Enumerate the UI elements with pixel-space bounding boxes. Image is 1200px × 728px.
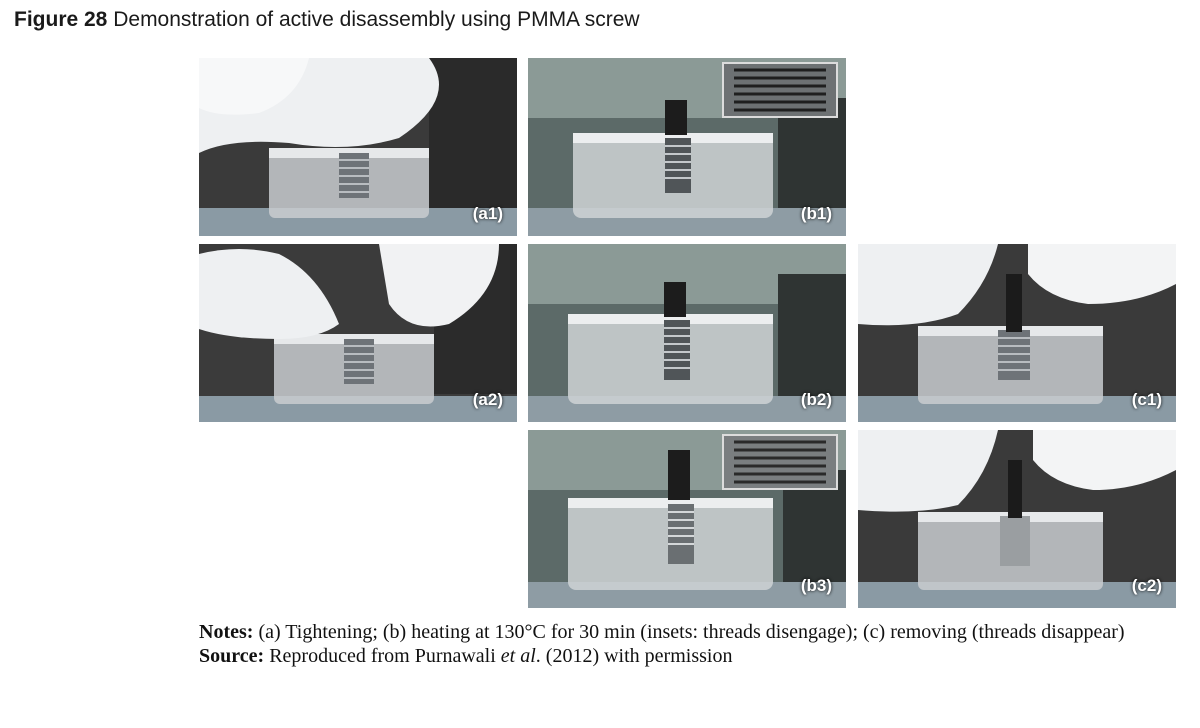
photo-panel-b3: (b3): [528, 430, 846, 608]
photo-c2-removing: [858, 430, 1176, 608]
panel-label-c1: (c1): [1131, 390, 1162, 409]
source-heading: Source:: [199, 645, 265, 667]
source-post: . (2012) with permission: [535, 645, 733, 667]
figure-notes: Notes: (a) Tightening; (b) heating at 13…: [199, 620, 1159, 668]
panel-label-a2: (a2): [472, 390, 503, 409]
figure-caption: Figure 28 Demonstration of active disass…: [14, 8, 640, 32]
photo-panel-c2: (c2): [858, 430, 1176, 608]
source-line: Source: Reproduced from Purnawali et al.…: [199, 644, 1159, 668]
source-etal: et al: [500, 645, 536, 667]
photo-a1-tighten: [199, 58, 517, 236]
photo-panel-a2: (a2): [199, 244, 517, 422]
panel-label-a1: (a1): [472, 204, 503, 223]
figure-label: Figure 28: [14, 8, 108, 31]
panel-label-b3: (b3): [800, 576, 832, 595]
photo-panel-c1: (c1): [858, 244, 1176, 422]
photo-panel-b1: (b1): [528, 58, 846, 236]
inset-b3-threads: [722, 434, 838, 490]
photo-b2-heating: [528, 244, 846, 422]
photo-a2-tighten: [199, 244, 517, 422]
photo-panel-b2: (b2): [528, 244, 846, 422]
figure-title: Demonstration of active disassembly usin…: [113, 8, 640, 31]
panel-label-b1: (b1): [800, 204, 832, 223]
photo-panel-a1: (a1): [199, 58, 517, 236]
photo-c1-removing: [858, 244, 1176, 422]
panel-label-c2: (c2): [1131, 576, 1162, 595]
notes-text: (a) Tightening; (b) heating at 130°C for…: [253, 621, 1125, 643]
panel-label-b2: (b2): [800, 390, 832, 409]
inset-b1-threads: [722, 62, 838, 118]
source-pre: Reproduced from Purnawali: [264, 645, 501, 667]
notes-heading: Notes:: [199, 621, 254, 643]
notes-line: Notes: (a) Tightening; (b) heating at 13…: [199, 620, 1159, 644]
